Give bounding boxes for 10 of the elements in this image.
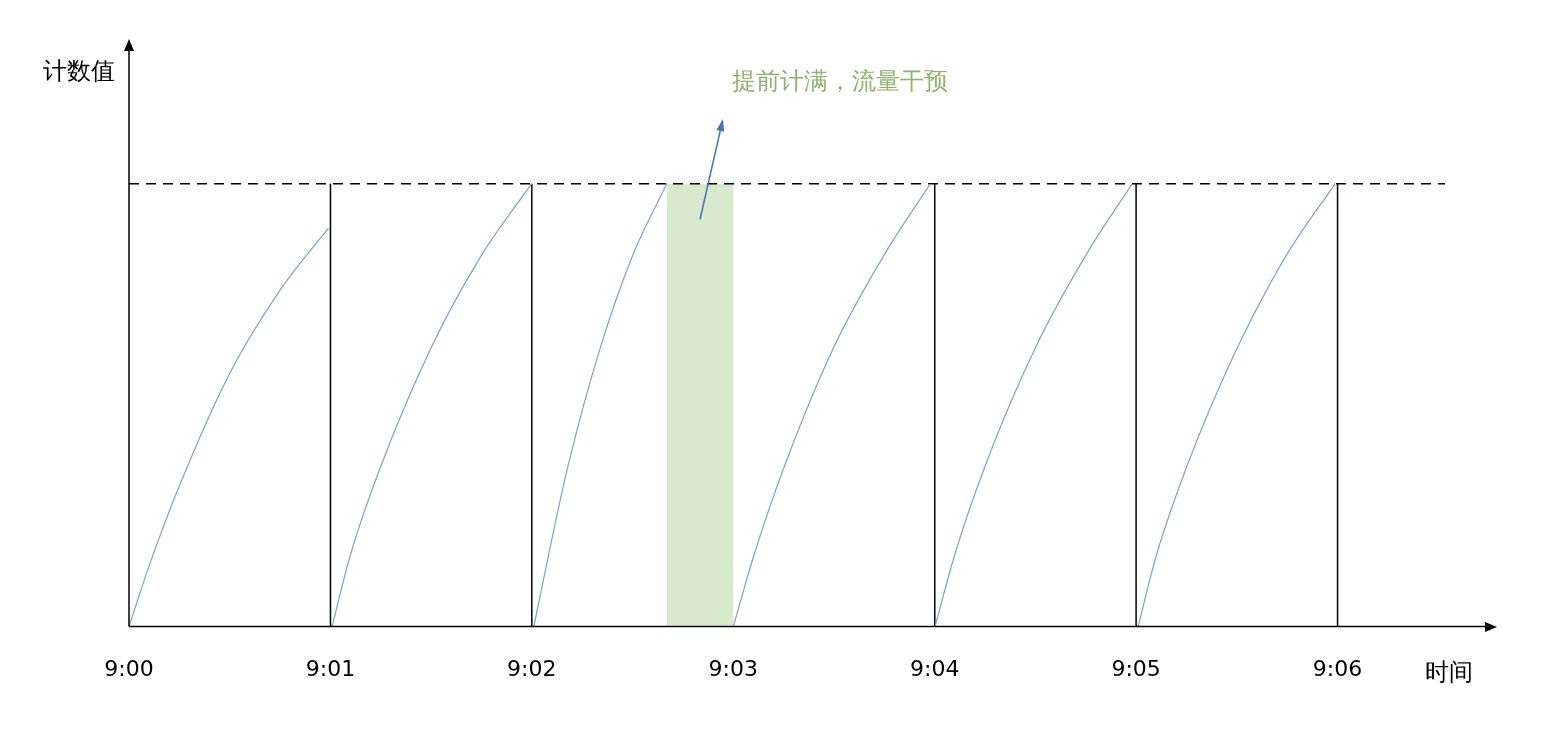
x-tick-label: 9:00 xyxy=(104,655,154,681)
x-tick-label: 9:02 xyxy=(507,655,557,681)
x-tick-label: 9:04 xyxy=(910,655,960,681)
y-axis-title: 计数值 xyxy=(43,57,115,86)
text: 提前计满，流量干预 xyxy=(732,67,948,96)
x-tick-label: 9:05 xyxy=(1111,655,1161,681)
x-tick-label: 9:06 xyxy=(1312,655,1363,681)
x-tick-label: 9:01 xyxy=(305,655,356,681)
x-axis-title: 时间 xyxy=(1425,657,1473,686)
x-tick-label: 9:03 xyxy=(708,655,758,681)
